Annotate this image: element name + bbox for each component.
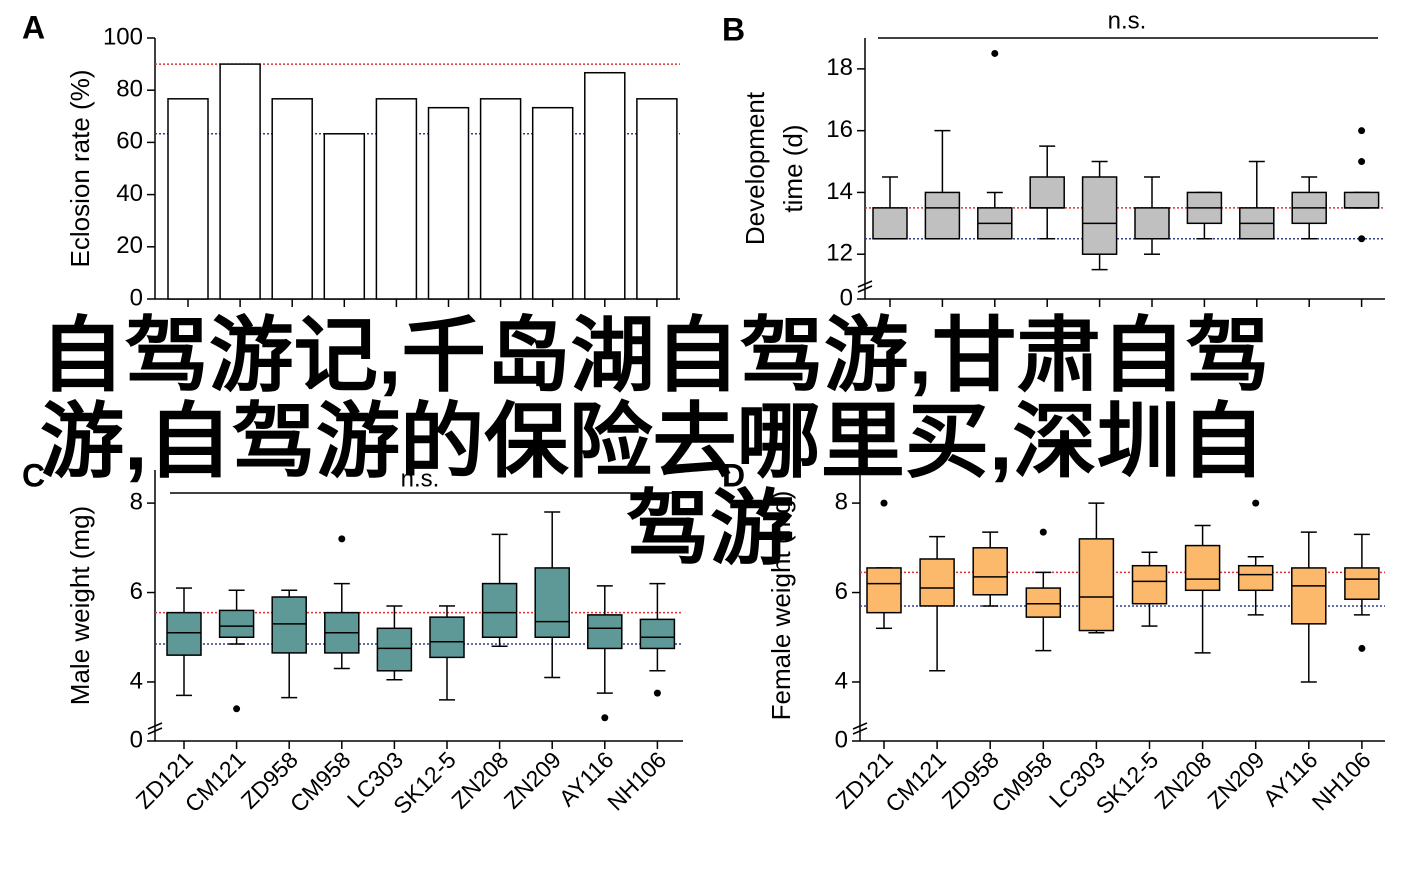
box [972,547,1008,596]
box [1025,587,1062,618]
y-axis-label: Male weight (mg) [65,506,95,705]
outlier [1358,644,1366,652]
axis-break [147,722,163,730]
significance-label: n.s. [401,465,440,492]
y-tick-label: 8 [835,488,848,515]
x-tick-label: NH106 [1307,746,1376,815]
outlier [1039,528,1047,536]
y-axis-label: Development [740,91,770,245]
bar [323,133,366,300]
box [271,596,307,654]
x-tick-label: CM121 [880,746,951,817]
box [1237,564,1274,592]
bar [375,98,418,300]
box [1134,207,1170,240]
outlier [601,714,609,722]
bar [584,71,626,300]
axis-break [852,727,868,735]
panel-label: D [722,457,745,493]
box [1078,538,1115,632]
outlier [1358,127,1366,135]
y-tick-label: 6 [130,578,143,605]
box [481,582,518,639]
outlier [1358,235,1366,243]
panel-label: B [722,11,745,47]
x-tick-label: ZN208 [446,746,513,813]
box [534,567,570,639]
box [924,191,961,240]
y-tick-label: 0 [130,284,143,311]
y-axis-label: Eclosion rate (%) [65,70,95,268]
watermark-text: 游,自驾游的保险去哪里买,深圳自 [40,397,1265,488]
bar [271,98,313,300]
box [866,567,902,614]
y-tick-label: 18 [826,54,853,81]
y-tick-label: 60 [116,128,143,155]
watermark-text: 自驾游记,千岛湖自驾游,甘肃自驾 [40,311,1270,402]
box [587,614,623,650]
x-tick-label: ZN209 [1202,746,1269,813]
x-tick-label: NH106 [602,746,671,815]
box [1131,564,1168,605]
y-tick-label: 4 [835,667,848,694]
outlier [880,499,888,507]
bar [427,106,470,300]
x-tick-label: ZN209 [499,746,566,813]
y-tick-label: 12 [826,240,853,267]
significance-label: n.s. [1108,7,1147,34]
y-tick-label: 20 [116,232,143,259]
box [166,611,202,656]
y-tick-label: 8 [130,488,143,515]
box [1343,191,1380,209]
y-tick-label: 6 [835,578,848,605]
axis-break [857,285,873,293]
box [218,609,255,639]
axis-break [852,722,868,730]
y-tick-label: 0 [840,284,853,311]
y-axis-label: Female weight (mg) [766,491,796,721]
outlier [1358,158,1366,166]
box [1184,544,1221,592]
box [872,207,908,240]
box [429,616,465,659]
y-tick-label: 0 [835,726,848,753]
y-tick-label: 16 [826,116,853,143]
axis-break [857,280,873,288]
outlier [653,689,661,697]
x-tick-label: CM958 [285,746,356,817]
box [1344,567,1380,600]
y-tick-label: 0 [130,726,143,753]
box [1081,176,1118,255]
box [1029,176,1065,209]
box [639,618,676,650]
axis-break [147,727,163,735]
bar [167,98,209,300]
box [1291,567,1327,625]
bar [479,98,522,300]
x-tick-label: CM958 [986,746,1057,817]
bar [219,63,261,300]
bar [636,98,678,300]
y-tick-label: 100 [103,23,143,50]
y-axis-label: time (d) [778,124,808,212]
outlier [1252,499,1260,507]
y-tick-label: 80 [116,76,143,103]
box [919,558,955,607]
y-tick-label: 40 [116,180,143,207]
panel-label: A [22,9,45,45]
panel-label: C [22,457,45,493]
box [376,627,413,672]
bar [531,106,574,300]
watermark-text: 驾游 [626,484,794,575]
x-tick-label: CM121 [180,746,251,817]
y-tick-label: 4 [130,667,143,694]
outlier [338,535,346,543]
y-tick-label: 14 [826,178,853,205]
x-tick-label: ZN208 [1149,746,1216,813]
outlier [233,705,241,713]
outlier [991,49,999,57]
